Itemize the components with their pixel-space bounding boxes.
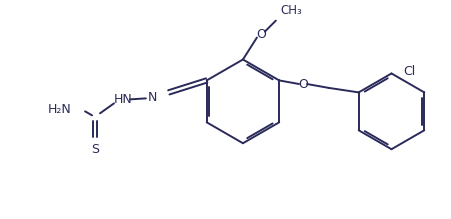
Text: S: S: [91, 143, 99, 156]
Text: O: O: [255, 28, 265, 41]
Text: O: O: [298, 78, 307, 90]
Text: N: N: [148, 91, 157, 104]
Text: CH₃: CH₃: [280, 4, 302, 17]
Text: H₂N: H₂N: [47, 103, 71, 116]
Text: Cl: Cl: [403, 65, 415, 78]
Text: HN: HN: [113, 93, 132, 106]
